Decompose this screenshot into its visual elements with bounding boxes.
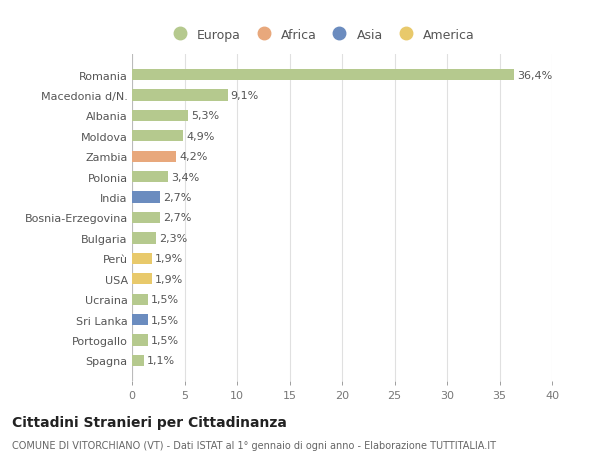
Text: 1,9%: 1,9% <box>155 274 184 284</box>
Bar <box>132 70 514 81</box>
Text: 4,2%: 4,2% <box>179 152 208 162</box>
Text: 4,9%: 4,9% <box>187 132 215 141</box>
Text: 1,5%: 1,5% <box>151 295 179 304</box>
Legend: Europa, Africa, Asia, America: Europa, Africa, Asia, America <box>167 29 475 42</box>
Bar <box>132 213 160 224</box>
Bar <box>132 274 152 285</box>
Text: 1,9%: 1,9% <box>155 254 184 264</box>
Text: 2,7%: 2,7% <box>163 213 192 223</box>
Text: 36,4%: 36,4% <box>517 71 553 80</box>
Text: 1,1%: 1,1% <box>146 356 175 365</box>
Text: 9,1%: 9,1% <box>230 91 259 101</box>
Bar <box>132 151 176 162</box>
Bar <box>132 314 148 325</box>
Bar <box>132 90 227 101</box>
Bar <box>132 233 156 244</box>
Bar <box>132 111 188 122</box>
Text: 3,4%: 3,4% <box>171 172 199 182</box>
Text: 5,3%: 5,3% <box>191 111 219 121</box>
Bar <box>132 172 168 183</box>
Bar <box>132 192 160 203</box>
Bar <box>132 253 152 264</box>
Bar <box>132 335 148 346</box>
Bar <box>132 355 143 366</box>
Bar <box>132 131 184 142</box>
Text: COMUNE DI VITORCHIANO (VT) - Dati ISTAT al 1° gennaio di ogni anno - Elaborazion: COMUNE DI VITORCHIANO (VT) - Dati ISTAT … <box>12 440 496 450</box>
Text: 2,3%: 2,3% <box>160 233 188 243</box>
Text: 1,5%: 1,5% <box>151 315 179 325</box>
Text: 1,5%: 1,5% <box>151 335 179 345</box>
Bar <box>132 294 148 305</box>
Text: 2,7%: 2,7% <box>163 193 192 203</box>
Text: Cittadini Stranieri per Cittadinanza: Cittadini Stranieri per Cittadinanza <box>12 415 287 429</box>
